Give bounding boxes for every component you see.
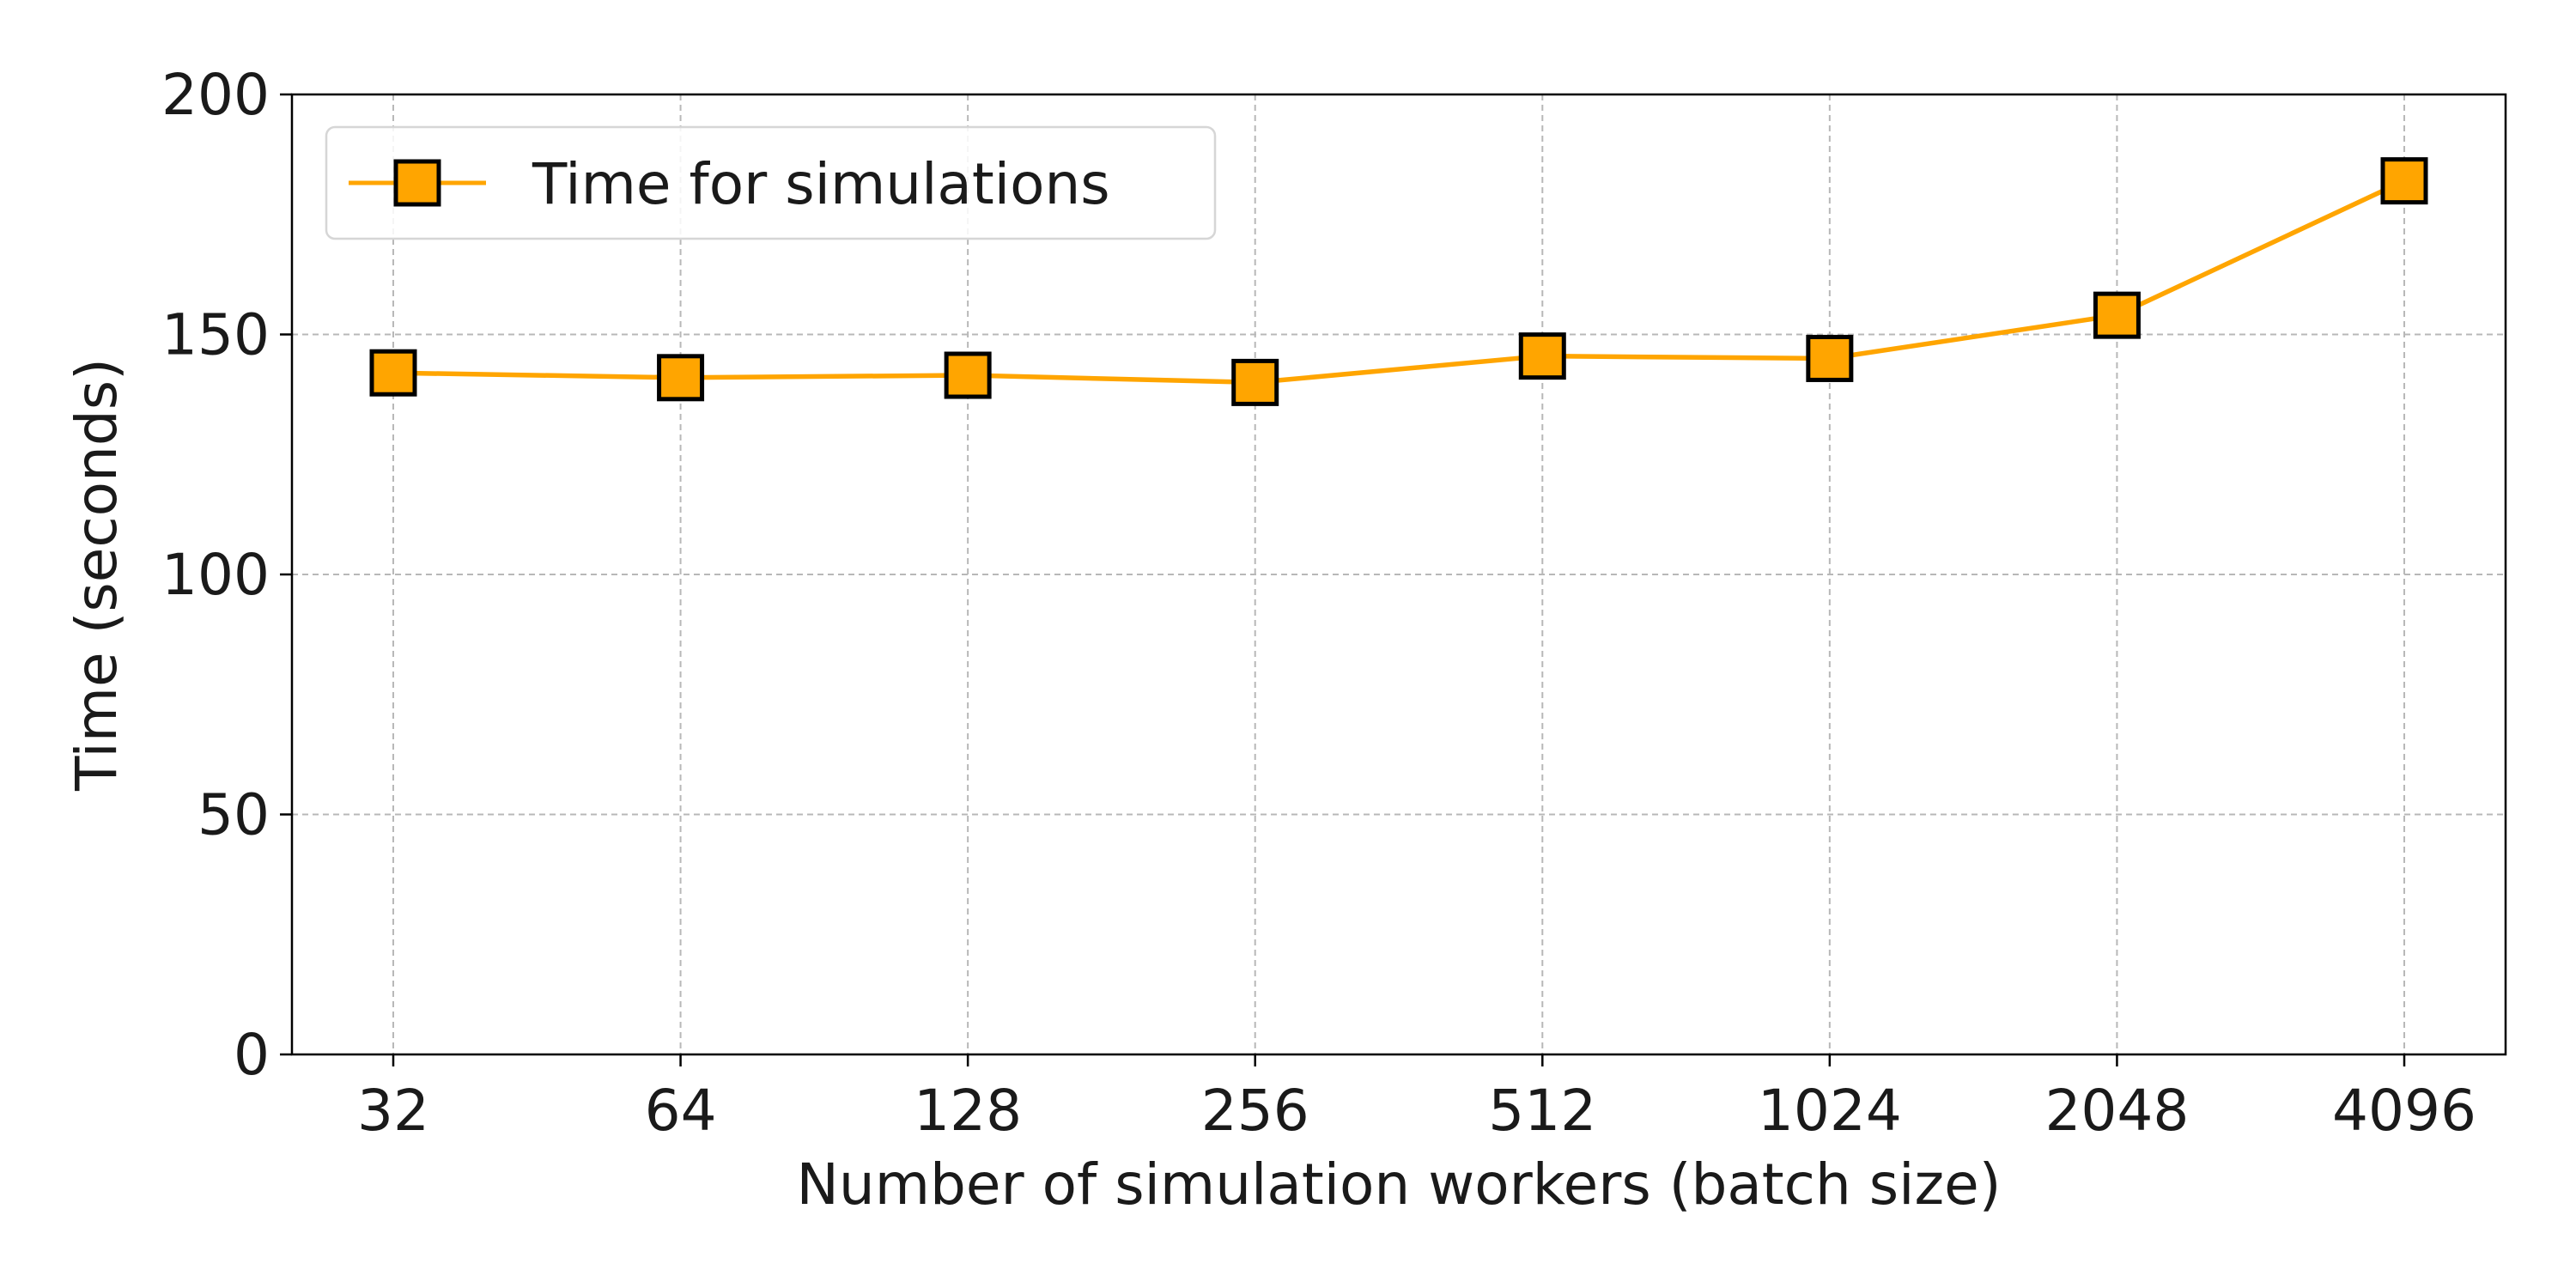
- y-tick-label: 150: [161, 302, 270, 368]
- x-axis-label: Number of simulation workers (batch size…: [797, 1151, 2002, 1218]
- x-tick-label: 128: [914, 1078, 1022, 1144]
- x-tick-label: 256: [1201, 1078, 1309, 1144]
- data-point-marker: [2093, 291, 2141, 339]
- series-markers: [369, 157, 2428, 406]
- y-axis-label: Time (seconds): [64, 358, 130, 792]
- x-axis-ticks: 32 64 128 256 512 1024 2048 4096: [357, 1054, 2476, 1144]
- data-point-marker: [1806, 334, 1854, 382]
- y-tick-label: 100: [161, 542, 270, 608]
- legend: Time for simulations: [325, 125, 1217, 240]
- data-point-marker: [657, 354, 705, 402]
- legend-entry-label: Time for simulations: [532, 151, 1110, 217]
- data-point-marker: [944, 351, 992, 399]
- x-tick-label: 512: [1488, 1078, 1596, 1144]
- data-point-marker: [2380, 157, 2428, 205]
- data-point-marker: [369, 349, 417, 397]
- series-lines: [391, 178, 2407, 386]
- x-tick-label: 4096: [2332, 1078, 2476, 1144]
- y-tick-label: 0: [234, 1022, 270, 1088]
- x-tick-label: 64: [645, 1078, 717, 1144]
- y-tick-label: 50: [197, 782, 270, 848]
- legend-square-marker-icon: [393, 159, 441, 207]
- data-point-marker: [1518, 332, 1566, 380]
- data-point-marker: [1231, 358, 1279, 406]
- y-tick-label: 200: [161, 62, 270, 128]
- x-tick-label: 32: [357, 1078, 429, 1144]
- y-axis-ticks: 0 50 100 150 200: [161, 62, 292, 1088]
- legend-box: [325, 125, 1217, 240]
- x-tick-label: 2048: [2044, 1078, 2189, 1144]
- x-tick-label: 1024: [1758, 1078, 1902, 1144]
- series-line: [391, 178, 2407, 386]
